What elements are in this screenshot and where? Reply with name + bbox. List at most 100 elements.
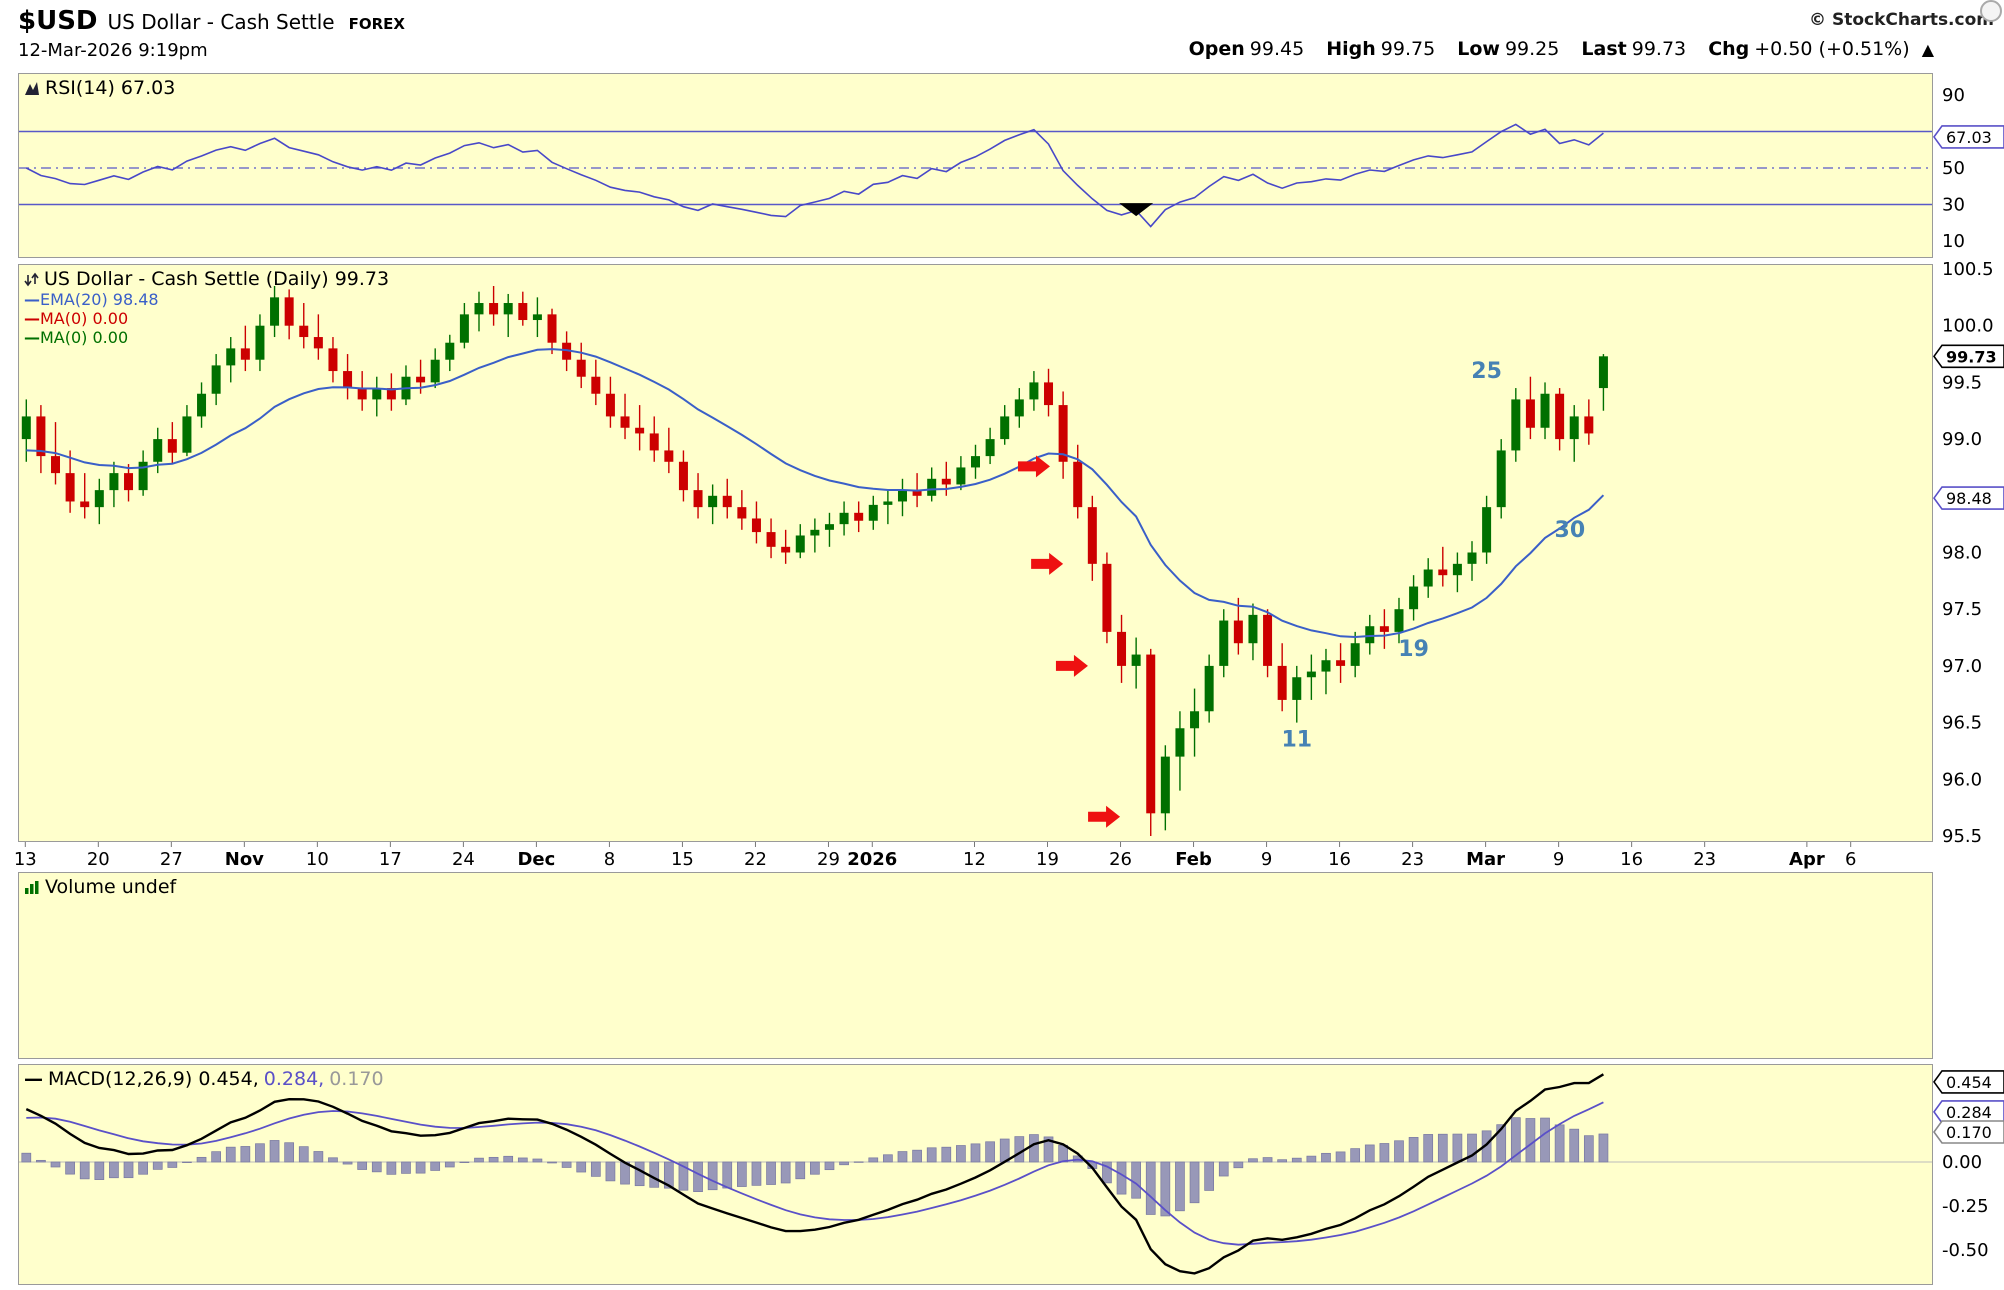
svg-text:Feb: Feb [1175,849,1212,870]
svg-text:90: 90 [1942,85,1965,106]
macd-legend-hist: 0.170 [329,1068,384,1090]
corner-widget-icon [1980,0,2002,22]
open-label: Open [1188,38,1245,60]
macd-dash-icon: — [24,1068,43,1090]
price-plot: 11 19 25 30 100.5 100.0 99.5 99.0 98.0 97.5 97.0 96… [21,259,2004,847]
svg-text:27: 27 [160,849,183,870]
svg-text:13: 13 [14,849,37,870]
ma-red-legend-label: MA(0) 0.00 [40,309,129,328]
ma-red-dash-icon: — [24,309,40,328]
x-axis: 13 20 27 Nov 10 17 24 Dec 8 15 22 29 2026 12 19 26 Feb 9 1… [14,842,1933,872]
rsi-panel: RSI(14) 67.03 90 50 30 10 67.03 [18,73,2004,258]
svg-text:30: 30 [1942,195,1965,216]
macd-panel: — MACD(12,26,9) 0.454, 0.284, 0.170 0.00… [18,1064,2004,1285]
chart-datetime: 12-Mar-2026 9:19pm [18,40,208,61]
svg-text:Dec: Dec [517,849,555,870]
macd-legend: — MACD(12,26,9) 0.454, 0.284, 0.170 [24,1068,384,1090]
svg-text:95.5: 95.5 [1942,826,1982,847]
svg-text:98.48: 98.48 [1946,489,1992,508]
volume-bars-icon [25,880,39,894]
symbol: $USD [18,6,98,36]
rsi-legend-label: RSI(14) 67.03 [45,77,176,99]
last-value: 99.73 [1631,38,1687,60]
svg-text:2026: 2026 [847,849,897,870]
svg-text:0.284: 0.284 [1946,1103,1992,1122]
svg-text:20: 20 [87,849,110,870]
svg-text:25: 25 [1471,359,1502,384]
ma-green-legend-label: MA(0) 0.00 [40,328,129,347]
svg-text:50: 50 [1942,158,1965,179]
svg-text:Nov: Nov [225,849,264,870]
copyright-label: © StockCharts.com [1809,10,1994,30]
svg-text:100.0: 100.0 [1942,316,1994,337]
svg-text:-0.25: -0.25 [1942,1196,1989,1217]
price-legend: US Dollar - Cash Settle (Daily) 99.73 —E… [24,268,389,347]
svg-text:67.03: 67.03 [1946,128,1992,147]
chart-header: $USD US Dollar - Cash Settle FOREX [18,6,405,36]
svg-text:24: 24 [452,849,475,870]
svg-text:15: 15 [671,849,694,870]
svg-text:29: 29 [817,849,840,870]
volume-plot [19,873,1932,1058]
low-value: 99.25 [1504,38,1560,60]
high-label: High [1326,38,1376,60]
volume-legend: Volume undef [24,876,176,898]
svg-text:22: 22 [744,849,767,870]
svg-text:30: 30 [1555,518,1586,543]
svg-text:96.5: 96.5 [1942,713,1982,734]
chg-label: Chg [1708,38,1750,60]
svg-text:23: 23 [1693,849,1716,870]
x-axis-labels: 13 20 27 Nov 10 17 24 Dec 8 15 22 29 2026 12 19 26 Feb 9 1… [14,842,1856,870]
ema-legend-label: EMA(20) 98.48 [40,290,159,309]
svg-text:26: 26 [1109,849,1132,870]
svg-text:10: 10 [306,849,329,870]
svg-text:100.5: 100.5 [1942,259,1994,280]
svg-text:99.73: 99.73 [1946,347,1997,366]
svg-text:99.5: 99.5 [1942,372,1982,393]
svg-text:96.0: 96.0 [1942,769,1982,790]
svg-text:97.5: 97.5 [1942,599,1982,620]
high-value: 99.75 [1380,38,1436,60]
svg-text:16: 16 [1328,849,1351,870]
chg-up-arrow-icon: ▲ [1921,40,1934,59]
svg-text:17: 17 [379,849,402,870]
svg-text:23: 23 [1401,849,1424,870]
last-label: Last [1581,38,1627,60]
svg-text:98.0: 98.0 [1942,543,1982,564]
instrument-name: US Dollar - Cash Settle [107,10,335,34]
svg-text:Apr: Apr [1789,849,1825,870]
svg-text:8: 8 [604,849,615,870]
price-chart-icon [24,272,39,286]
rsi-indicator-icon [25,81,39,95]
svg-text:6: 6 [1845,849,1856,870]
svg-text:99.0: 99.0 [1942,429,1982,450]
macd-legend-name: MACD(12,26,9) 0.454, [48,1068,259,1090]
ema-dash-icon: — [24,290,40,309]
price-panel: US Dollar - Cash Settle (Daily) 99.73 —E… [18,259,2004,847]
svg-text:10: 10 [1942,231,1965,252]
svg-text:19: 19 [1398,637,1429,662]
svg-text:-0.50: -0.50 [1942,1240,1989,1261]
rsi-legend: RSI(14) 67.03 [24,77,175,99]
svg-text:9: 9 [1261,849,1272,870]
exchange-label: FOREX [348,15,405,33]
quote-line: Open 99.45 High 99.75 Low 99.25 Last 99.73 C… [1189,38,1934,60]
price-legend-title: US Dollar - Cash Settle (Daily) 99.73 [44,268,390,290]
svg-text:97.0: 97.0 [1942,656,1982,677]
volume-panel: Volume undef [18,872,1933,1059]
volume-legend-label: Volume undef [45,876,177,898]
svg-text:16: 16 [1620,849,1643,870]
svg-text:Mar: Mar [1466,849,1505,870]
macd-legend-signal: 0.284, [263,1068,325,1090]
low-label: Low [1457,38,1500,60]
chg-value: +0.50 (+0.51%) [1754,38,1910,60]
svg-text:0.170: 0.170 [1946,1123,1992,1142]
svg-text:11: 11 [1281,728,1312,753]
svg-text:12: 12 [963,849,986,870]
svg-text:19: 19 [1036,849,1059,870]
rsi-plot: 90 50 30 10 67.03 [19,85,2004,252]
svg-text:9: 9 [1553,849,1564,870]
svg-text:0.00: 0.00 [1942,1152,1982,1173]
